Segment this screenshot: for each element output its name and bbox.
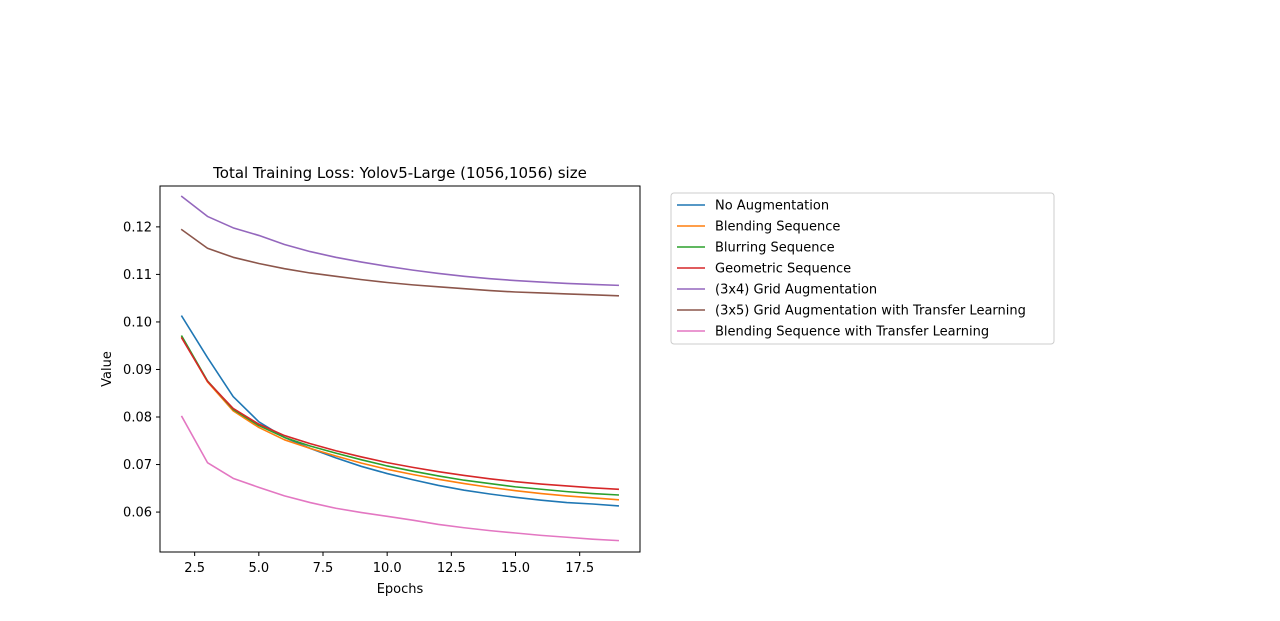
legend-label: (3x5) Grid Augmentation with Transfer Le…: [715, 304, 1026, 319]
x-axis-title: Epochs: [377, 582, 424, 597]
series-line-5: [180, 195, 620, 287]
legend: No Augmentation Blending Sequence Blurring…: [670, 192, 1055, 345]
legend-label: No Augmentation: [715, 199, 829, 214]
x-tick-label: 7.5: [313, 561, 334, 576]
y-tick-label: 0.09: [123, 363, 152, 378]
y-tick-label: 0.12: [123, 220, 152, 235]
legend-label: Blending Sequence: [715, 220, 840, 235]
series-line-4: [180, 337, 620, 491]
legend-items: No Augmentation Blending Sequence Blurring…: [677, 199, 1026, 340]
series-line-7: [180, 415, 620, 542]
legend-box: [670, 192, 1055, 345]
y-axis-title: Value: [100, 351, 115, 387]
chart-title: Total Training Loss: Yolov5-Large (1056,…: [212, 164, 587, 182]
plot-background: [160, 186, 640, 552]
series-line-3: [180, 335, 620, 496]
x-tick-label: 15.0: [501, 561, 530, 576]
x-tick-label: 10.0: [373, 561, 402, 576]
x-tick-label: 17.5: [565, 561, 594, 576]
x-tick-label: 5.0: [248, 561, 269, 576]
x-tick-label: 12.5: [437, 561, 466, 576]
x-axis: 2.5 5.0 7.5 10.0 12.5 15.0 17.5: [184, 552, 594, 576]
series-line-2: [180, 336, 620, 501]
legend-label: Blurring Sequence: [715, 241, 835, 256]
y-tick-label: 0.11: [123, 268, 152, 283]
series-group: [180, 195, 620, 542]
y-tick-label: 0.08: [123, 411, 152, 426]
plot-area: [159, 185, 641, 553]
x-tick-label: 2.5: [184, 561, 205, 576]
legend-label: Geometric Sequence: [715, 262, 851, 277]
y-axis: 0.06 0.07 0.08 0.09 0.10 0.11 0.12: [123, 220, 160, 521]
series-line-1: [180, 315, 620, 507]
y-tick-label: 0.06: [123, 506, 152, 521]
y-tick-label: 0.07: [123, 458, 152, 473]
legend-label: Blending Sequence with Transfer Learning: [715, 325, 989, 340]
y-tick-label: 0.10: [123, 315, 152, 330]
legend-label: (3x4) Grid Augmentation: [715, 283, 877, 298]
series-line-6: [180, 228, 620, 297]
